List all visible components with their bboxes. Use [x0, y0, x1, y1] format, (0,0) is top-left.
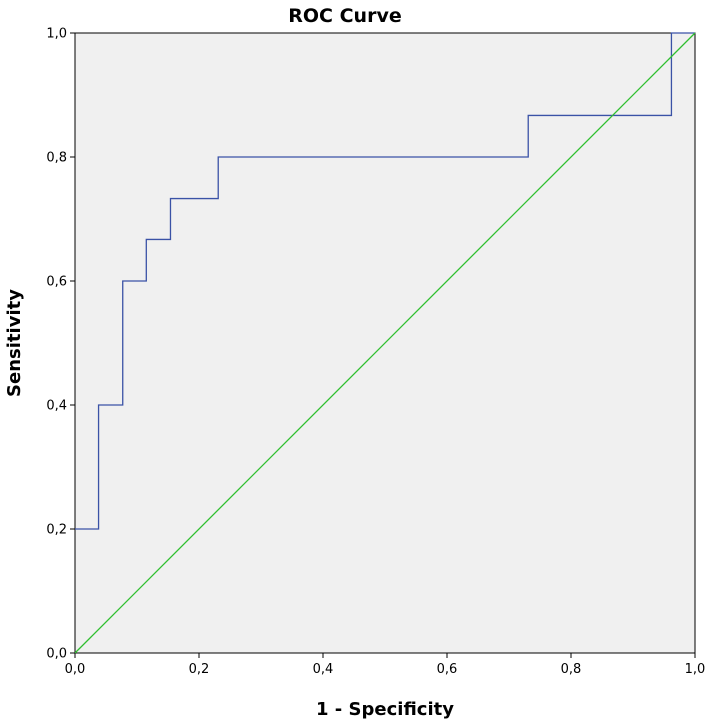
y-tick-label: 0,6	[46, 275, 67, 290]
y-tick-label: 1,0	[46, 27, 67, 42]
roc-curve-line	[75, 32, 695, 530]
reference-diagonal-line	[74, 32, 696, 654]
x-tick-label: 1,0	[685, 662, 706, 677]
x-tick-label: 0,8	[561, 662, 582, 677]
x-axis: 0,0 0,2 0,4 0,6 0,8 1,0	[65, 653, 706, 677]
x-tick-label: 0,6	[437, 662, 458, 677]
x-tick-label: 0,4	[313, 662, 334, 677]
x-axis-title: 1 - Specificity	[316, 699, 454, 720]
y-tick-label: 0,4	[46, 399, 67, 414]
y-axis: 0,0 0,2 0,4 0,6 0,8 1,0	[46, 27, 75, 662]
x-tick-label: 0,0	[65, 662, 86, 677]
series-layer	[74, 32, 696, 654]
y-tick-label: 0,2	[46, 523, 67, 538]
y-tick-label: 0,8	[46, 151, 67, 166]
y-tick-label: 0,0	[46, 647, 67, 662]
y-axis-title: Sensitivity	[4, 289, 25, 397]
x-tick-label: 0,2	[189, 662, 210, 677]
chart-title: ROC Curve	[288, 5, 401, 27]
